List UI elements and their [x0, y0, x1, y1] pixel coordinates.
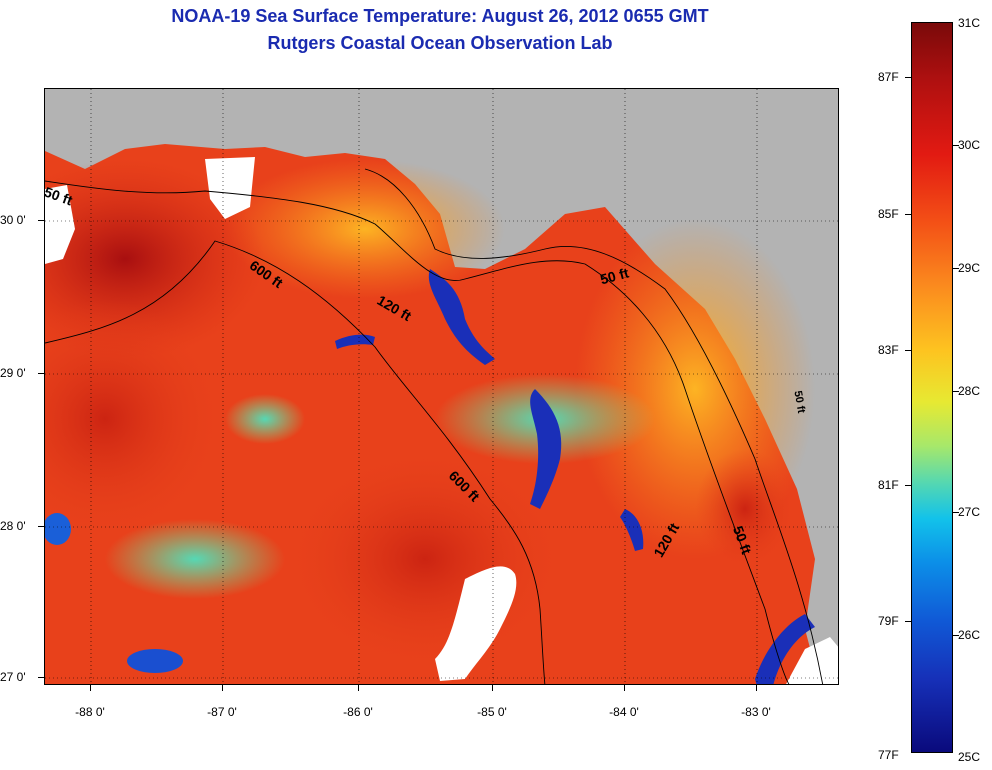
colorbar-tick — [905, 350, 911, 351]
cold-plume-bigbend — [530, 389, 562, 509]
cold-southeast-coast — [755, 614, 815, 684]
lon-label-83: -83 0' — [741, 705, 771, 719]
cool-patch-mid — [225, 394, 305, 444]
colorbar-label-30c: 30C — [958, 138, 981, 152]
lon-tick — [222, 685, 223, 691]
lon-label-87: -87 0' — [207, 705, 237, 719]
contour-600ft — [45, 240, 546, 684]
colorbar-label-31c: 31C — [958, 16, 981, 30]
lat-tick — [38, 220, 44, 221]
contour-120ft — [45, 180, 790, 684]
colorbar-tick — [953, 145, 959, 146]
hot-pool-south — [285, 449, 565, 669]
colorbar-label-85f: 85F — [878, 207, 899, 221]
isobath-contours — [45, 168, 824, 684]
contour-50ft — [364, 168, 824, 684]
colorbar-label-28c: 28C — [958, 384, 981, 398]
map-title: NOAA-19 Sea Surface Temperature: August … — [171, 6, 709, 26]
colorbar-label-26c: 26C — [958, 628, 981, 642]
lat-label-29: 29 0' — [0, 366, 26, 380]
warm-shelf-north — [225, 159, 505, 299]
lat-tick — [38, 526, 44, 527]
lat-label-27: 27 0' — [0, 670, 26, 684]
lon-tick — [756, 685, 757, 691]
colorbar-label-25c: 25C — [958, 750, 981, 764]
colorbar-tick — [953, 512, 959, 513]
cold-streak — [335, 334, 375, 349]
lon-label-88: -88 0' — [75, 705, 105, 719]
cloud-mask-south — [435, 566, 517, 681]
lon-label-84: -84 0' — [609, 705, 639, 719]
cold-plume-apalachicola — [428, 269, 495, 365]
lon-label-85: -85 0' — [477, 705, 507, 719]
cool-patch-southwest — [105, 519, 285, 599]
colorbar-tick — [953, 268, 959, 269]
cloud-mask-northwest — [45, 185, 75, 264]
lat-gridlines — [45, 220, 838, 679]
colorbar-label-77f: 77F — [878, 748, 899, 762]
lon-tick — [492, 685, 493, 691]
lon-label-86: -86 0' — [343, 705, 373, 719]
colorbar-tick — [905, 621, 911, 622]
hot-pool-west — [45, 299, 225, 539]
colorbar-label-29c: 29C — [958, 261, 981, 275]
colorbar-label-79f: 79F — [878, 614, 899, 628]
colorbar-label-27c: 27C — [958, 505, 981, 519]
colorbar-tick — [905, 485, 911, 486]
colorbar-label-83f: 83F — [878, 343, 899, 357]
lat-tick — [38, 677, 44, 678]
cold-patch-southwest — [127, 649, 183, 673]
colorbar-tick — [905, 214, 911, 215]
lon-tick — [358, 685, 359, 691]
temperature-colorbar — [911, 22, 953, 753]
cold-patch-shelf — [620, 509, 644, 551]
map-subtitle: Rutgers Coastal Ocean Observation Lab — [267, 33, 613, 53]
lat-label-30: 30 0' — [0, 213, 26, 227]
hot-pool-east — [695, 449, 795, 569]
lat-label-28: 28 0' — [0, 519, 26, 533]
lon-tick — [624, 685, 625, 691]
colorbar-tick — [905, 77, 911, 78]
lat-tick — [38, 373, 44, 374]
colorbar-label-87f: 87F — [878, 70, 899, 84]
cloud-mask-north — [205, 157, 255, 219]
sst-map[interactable] — [44, 88, 839, 685]
colorbar-tick — [953, 391, 959, 392]
land-southeast — [786, 637, 838, 684]
land-mass — [45, 89, 838, 684]
cold-patch-west — [45, 513, 71, 545]
colorbar-tick — [953, 635, 959, 636]
lon-tick — [90, 685, 91, 691]
colorbar-label-81f: 81F — [878, 478, 899, 492]
